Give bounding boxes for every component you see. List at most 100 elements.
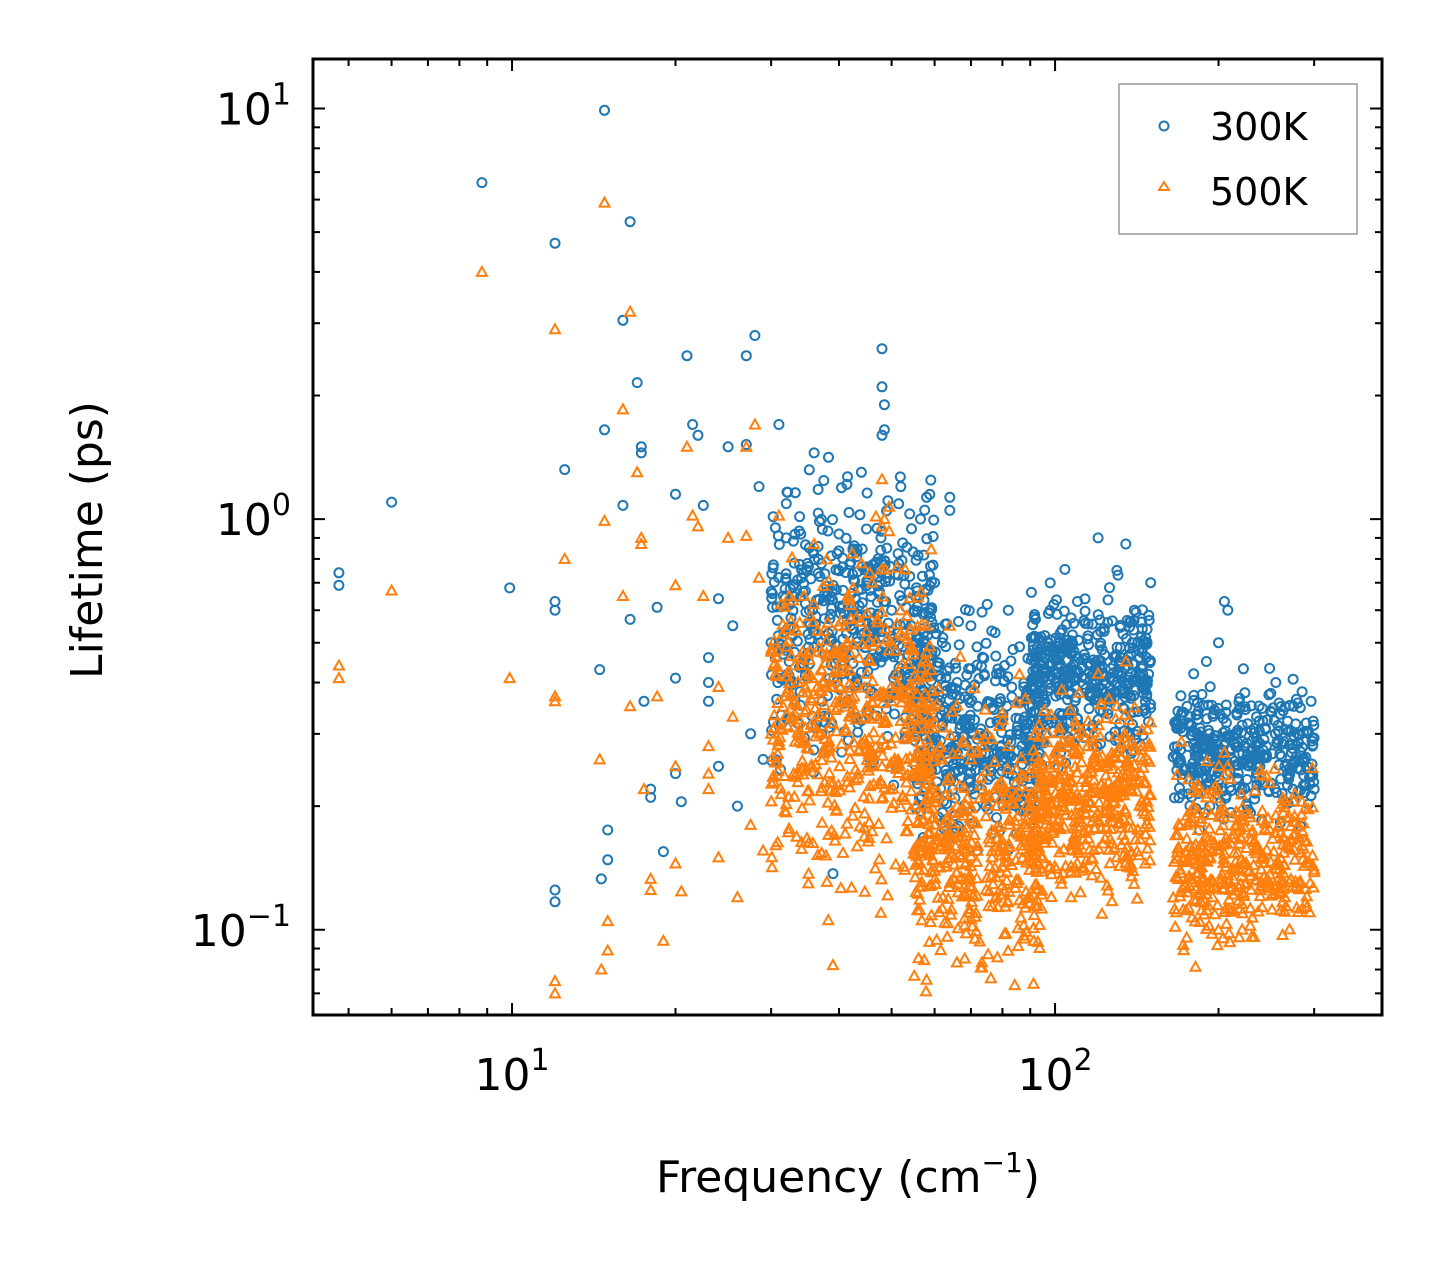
point-300k — [808, 744, 820, 756]
point-500k — [1213, 823, 1227, 836]
point-300k — [1171, 764, 1183, 776]
point-300k — [936, 637, 948, 649]
point-500k — [980, 726, 994, 739]
point-500k — [834, 737, 849, 750]
point-500k — [845, 546, 859, 559]
point-500k — [964, 835, 979, 848]
point-500k — [947, 857, 961, 870]
point-500k — [1008, 978, 1022, 991]
point-300k — [681, 350, 693, 362]
point-500k — [1243, 901, 1257, 914]
point-500k — [962, 901, 977, 914]
point-500k — [1142, 819, 1157, 832]
point-500k — [644, 882, 658, 895]
point-500k — [1055, 760, 1069, 773]
point-500k — [1239, 840, 1254, 853]
point-500k — [917, 670, 931, 683]
point-500k — [850, 677, 864, 690]
point-500k — [548, 986, 562, 999]
point-500k — [993, 777, 1007, 790]
point-500k — [1245, 910, 1260, 923]
point-300k — [986, 739, 997, 750]
point-500k — [875, 519, 889, 532]
point-300k — [819, 568, 831, 580]
point-300k — [1245, 700, 1257, 712]
point-500k — [1008, 776, 1022, 789]
point-500k — [1052, 790, 1066, 803]
point-500k — [940, 929, 954, 942]
point-500k — [711, 679, 726, 692]
point-300k — [780, 532, 792, 544]
point-300k — [1061, 644, 1073, 656]
point-500k — [794, 761, 809, 774]
point-500k — [894, 713, 908, 726]
y-tick-label-exp: 0 — [272, 488, 291, 523]
point-500k — [943, 728, 957, 741]
point-500k — [979, 882, 993, 895]
point-500k — [772, 508, 786, 521]
point-300k — [657, 846, 669, 858]
point-500k — [807, 536, 821, 549]
point-300k — [933, 670, 945, 682]
point-500k — [1188, 847, 1202, 860]
point-500k — [1228, 883, 1243, 896]
point-300k — [1201, 772, 1213, 784]
point-300k — [476, 177, 488, 189]
point-500k — [913, 712, 927, 725]
point-500k — [1091, 812, 1106, 825]
point-500k — [915, 913, 929, 926]
point-500k — [929, 697, 944, 710]
point-500k — [1303, 875, 1317, 888]
point-300k — [1030, 613, 1041, 625]
point-500k — [1070, 819, 1085, 832]
point-500k — [922, 709, 937, 722]
point-300k — [1287, 673, 1299, 685]
point-500k — [1259, 875, 1274, 888]
point-300k — [1305, 695, 1317, 707]
point-500k — [929, 795, 943, 808]
point-500k — [821, 827, 836, 840]
point-500k — [802, 793, 817, 806]
point-500k — [1107, 806, 1122, 819]
point-500k — [860, 606, 874, 619]
point-500k — [816, 673, 830, 686]
point-300k — [1111, 564, 1123, 576]
point-500k — [950, 955, 964, 968]
point-300k — [1279, 760, 1291, 772]
point-500k — [1221, 874, 1236, 887]
point-500k — [1113, 816, 1127, 829]
point-500k — [771, 835, 785, 848]
point-500k — [843, 709, 858, 722]
point-500k — [950, 698, 964, 711]
point-500k — [1076, 832, 1090, 845]
point-500k — [848, 704, 863, 717]
point-300k — [940, 672, 952, 684]
x-axis-title-sup: −1 — [982, 1146, 1023, 1179]
point-500k — [1119, 654, 1133, 667]
point-500k — [1032, 917, 1047, 930]
point-500k — [928, 863, 942, 876]
point-500k — [1201, 802, 1215, 815]
point-300k — [1264, 662, 1276, 674]
point-500k — [1218, 904, 1232, 917]
point-500k — [1108, 711, 1123, 724]
point-500k — [1243, 918, 1257, 931]
point-500k — [853, 819, 867, 832]
point-300k — [1044, 577, 1056, 589]
point-500k — [1094, 870, 1108, 883]
point-500k — [866, 759, 880, 772]
point-500k — [843, 743, 857, 756]
point-500k — [1237, 855, 1251, 868]
point-500k — [823, 775, 837, 788]
point-500k — [1249, 838, 1264, 851]
point-500k — [548, 322, 562, 335]
point-300k — [1002, 734, 1014, 746]
point-500k — [1138, 827, 1153, 840]
point-500k — [1290, 819, 1305, 832]
point-300k — [1049, 677, 1061, 688]
point-500k — [1118, 804, 1133, 817]
point-300k — [1186, 730, 1198, 742]
point-500k — [900, 608, 914, 621]
point-300k — [559, 464, 571, 476]
point-500k — [1253, 763, 1267, 776]
